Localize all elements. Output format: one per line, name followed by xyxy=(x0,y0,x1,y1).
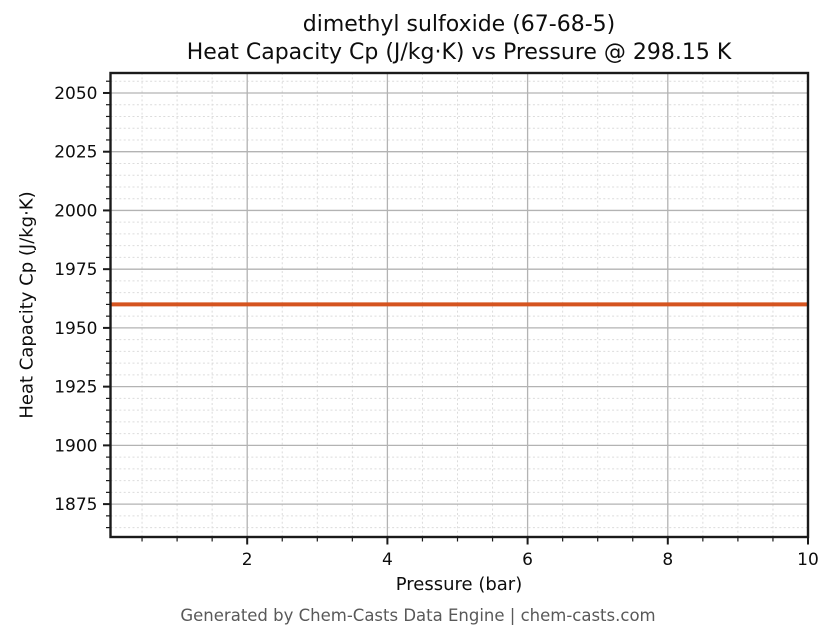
y-tick-label: 2000 xyxy=(54,201,97,221)
axis-ticks xyxy=(103,80,809,545)
footer-credit: Generated by Chem-Casts Data Engine | ch… xyxy=(180,606,656,625)
y-tick-label: 1975 xyxy=(54,260,97,280)
y-tick-label: 1875 xyxy=(54,495,97,515)
chart-title-line2: Heat Capacity Cp (J/kg·K) vs Pressure @ … xyxy=(186,40,732,65)
y-tick-labels: 1875 1900 1925 1950 1975 2000 2025 2050 xyxy=(54,84,97,515)
x-axis-label: Pressure (bar) xyxy=(395,574,523,595)
x-tick-label: 2 xyxy=(242,550,253,570)
y-tick-label: 2025 xyxy=(54,143,97,163)
chart-title: dimethyl sulfoxide (67-68-5) Heat Capaci… xyxy=(110,11,808,67)
y-tick-label: 2050 xyxy=(54,84,97,104)
y-tick-label: 1950 xyxy=(54,319,97,339)
y-axis-label: Heat Capacity Cp (J/kg·K) xyxy=(16,191,38,419)
x-tick-labels: 2 4 6 8 10 xyxy=(242,550,819,570)
x-tick-label: 6 xyxy=(522,550,533,570)
chart-title-line1: dimethyl sulfoxide (67-68-5) xyxy=(302,12,616,37)
x-tick-label: 8 xyxy=(662,550,673,570)
y-tick-label: 1900 xyxy=(54,436,97,456)
y-tick-label: 1925 xyxy=(54,378,97,398)
x-tick-label: 4 xyxy=(382,550,393,570)
x-tick-label: 10 xyxy=(797,550,819,570)
minor-gridlines xyxy=(110,73,808,537)
